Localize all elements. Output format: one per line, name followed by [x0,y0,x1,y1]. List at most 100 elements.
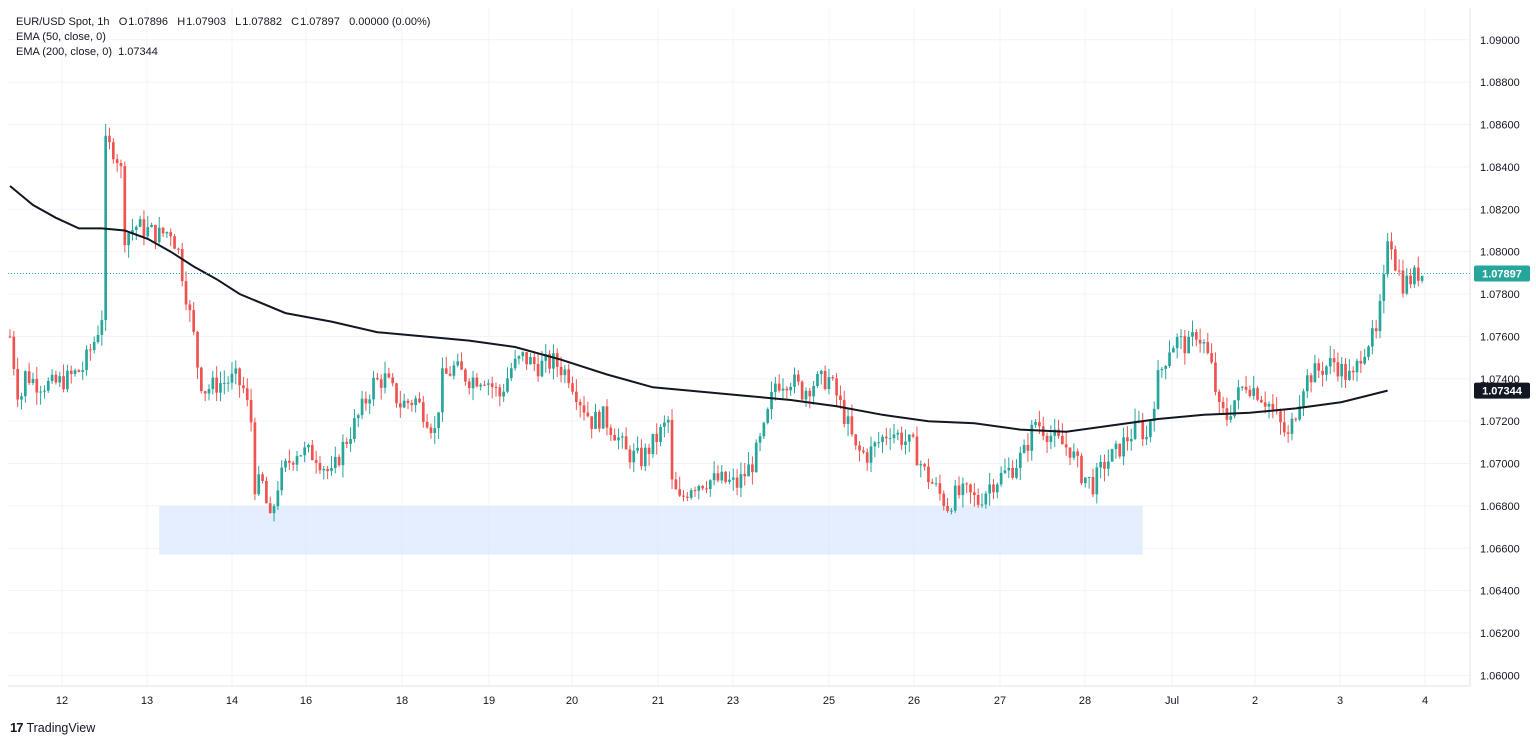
candle-down [142,219,146,237]
candle-down [35,378,39,393]
candle-down [575,391,578,403]
candle-down [1194,332,1198,340]
x-tick-label: 27 [994,695,1006,707]
open-label: O [118,16,128,28]
candle-up [552,353,555,369]
candle-up [353,418,356,439]
candle-down [1080,455,1083,484]
y-tick-label: 1.08600 [1480,120,1520,132]
candle-down [1256,388,1259,400]
candle-up [1302,391,1305,407]
candle-down [245,388,249,400]
candle-up [43,390,46,392]
candle-up [1034,422,1037,425]
candle-up [1413,267,1416,285]
candle-down [559,366,563,376]
ema200-badge-bg [1474,382,1530,399]
candle-up [234,368,238,374]
candle-down [326,468,329,472]
candle-down [1374,328,1378,332]
candle-up [1298,406,1301,420]
candle-down [525,352,528,365]
candle-up [1114,443,1118,450]
candle-down [1103,461,1106,469]
candle-down [911,434,915,437]
candle-up [456,361,460,366]
candle-up [1267,403,1271,407]
candle-up [961,483,965,496]
candle-up [222,382,226,384]
plot-area [8,8,1470,686]
y-tick-label: 1.08000 [1480,247,1520,259]
candle-up [1355,360,1359,373]
candle-down [310,444,314,461]
candle-up [1202,342,1206,344]
candle-down [850,416,854,435]
candle-up [1030,424,1034,451]
candle-down [188,304,192,311]
candle-up [471,377,475,389]
candle-up [92,341,96,351]
candle-down [927,466,930,483]
candle-down [238,368,241,386]
candle-up [789,386,793,391]
candle-up [1106,461,1110,469]
candle-up [330,468,333,472]
candle-down [1198,339,1202,344]
candle-down [395,383,398,404]
candle-up [663,422,666,427]
candle-up [66,370,69,390]
candle-down [777,383,781,391]
candle-up [46,380,50,391]
candle-down [735,477,739,488]
candle-up [81,370,85,372]
candle-up [881,436,884,443]
candle-down [609,427,613,435]
candle-down [701,485,704,489]
candle-up [892,434,896,439]
candle-down [1038,422,1041,427]
candle-down [605,406,609,428]
candle-down [406,400,410,403]
candle-up [601,406,605,429]
support-zone [159,505,1143,555]
candle-up [651,433,655,455]
candle-up [1405,275,1409,294]
candle-down [77,370,81,372]
candle-up [127,233,130,246]
candle-up [157,227,161,243]
x-tick-label: 28 [1079,695,1091,707]
candle-up [1072,451,1076,458]
candle-down [674,479,678,490]
y-tick-label: 1.07000 [1480,459,1520,471]
candle-down [115,159,119,164]
candle-down [1344,363,1347,380]
candle-down [590,416,594,429]
candle-up [636,447,639,451]
candle-down [8,336,12,338]
candle-down [1206,342,1210,354]
candle-up [322,468,326,471]
candle-up [739,474,743,488]
candle-up [659,426,662,443]
x-tick-label: 14 [226,695,238,707]
candle-up [441,368,444,413]
y-tick-label: 1.07600 [1480,331,1520,343]
y-tick-label: 1.07800 [1480,289,1520,301]
candle-down [1210,353,1213,363]
candle-up [594,411,597,429]
candle-down [1286,432,1290,434]
candle-up [1129,438,1133,442]
candle-up [1172,348,1175,353]
open-value: 1.07896 [128,16,169,28]
candle-down [391,377,395,384]
candle-down [1248,389,1252,397]
candle-up [812,386,815,397]
candle-up [1175,336,1179,349]
candle-down [1271,403,1275,410]
candle-down [1393,249,1397,271]
candle-up [1168,352,1171,366]
candle-up [766,409,770,423]
candle-down [1217,391,1221,402]
